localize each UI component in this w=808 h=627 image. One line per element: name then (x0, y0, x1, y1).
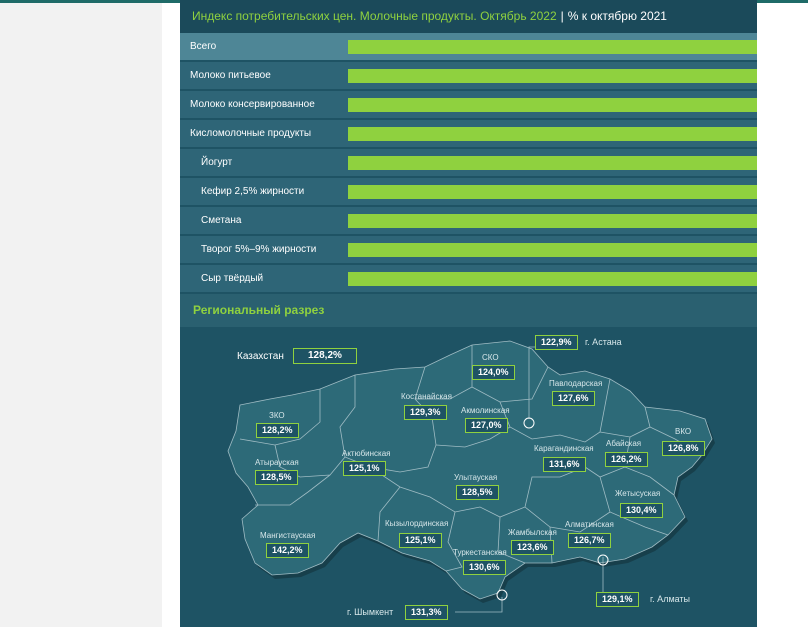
chart-title: Индекс потребительских цен. Молочные про… (180, 0, 757, 33)
region-value: 124,0% (472, 365, 515, 380)
bar (348, 98, 757, 112)
bar-row: Кефир 2,5% жирности119,7% (180, 178, 757, 205)
bar (348, 185, 757, 199)
shymkent-marker (496, 589, 508, 601)
region-name: СКО (482, 353, 499, 362)
region-name: Улытауская (454, 473, 498, 482)
city-name: г. Шымкент (347, 607, 394, 617)
region-value: 126,8% (662, 441, 705, 456)
region-value: 128,2% (256, 423, 299, 438)
category-label: Кисломолочные продукты (190, 128, 312, 139)
region-value: 130,6% (463, 560, 506, 575)
bar-row: Йогурт136,5% (180, 149, 757, 176)
category-label: Молоко консервированное (190, 99, 315, 110)
astana-marker (523, 417, 535, 429)
region-name: Мангистауская (260, 531, 316, 540)
region-value: 131,6% (543, 457, 586, 472)
bar-chart: Всего128,2%Молоко питьевое128,3%Молоко к… (180, 33, 757, 294)
region-name: Жамбылская (508, 528, 557, 537)
category-label: Йогурт (201, 157, 233, 168)
region-name: ВКО (675, 427, 692, 436)
chart-title-unit: % к октябрю 2021 (567, 9, 667, 23)
region-value: 128,5% (456, 485, 499, 500)
bar (348, 156, 757, 170)
region-value: 127,0% (465, 418, 508, 433)
category-label: Всего (190, 41, 217, 52)
region-name: Атырауская (255, 458, 299, 467)
region-value: 125,1% (399, 533, 442, 548)
region-value: 142,2% (266, 543, 309, 558)
region-value: 128,5% (255, 470, 298, 485)
bar-row: Молоко питьевое128,3% (180, 62, 757, 89)
region-name: Алматинская (565, 520, 614, 529)
city-value: 122,9% (535, 335, 578, 350)
bar (348, 40, 757, 54)
chart-title-main: Индекс потребительских цен. Молочные про… (192, 9, 557, 23)
region-value: 130,4% (620, 503, 663, 518)
bar (348, 243, 757, 257)
region-name: Жетысуская (615, 489, 661, 498)
region-value: 125,1% (343, 461, 386, 476)
chart-title-separator: | (560, 9, 564, 23)
category-label: Творог 5%–9% жирности (201, 244, 317, 255)
region-value: 127,6% (552, 391, 595, 406)
bar (348, 272, 757, 286)
region-name: ЗКО (269, 411, 285, 420)
region-name: Абайская (606, 439, 642, 448)
category-label: Сыр твёрдый (201, 273, 264, 284)
kazakhstan-value: 128,2% (293, 348, 357, 364)
region-value: 126,7% (568, 533, 611, 548)
region-name: Акмолинская (461, 406, 510, 415)
city-name: г. Астана (585, 337, 622, 347)
bar-row: Всего128,2% (180, 33, 757, 60)
category-label: Молоко питьевое (190, 70, 271, 81)
city-value: 129,1% (596, 592, 639, 607)
regional-section-header: Региональный разрез (180, 294, 757, 327)
bar-row: Творог 5%–9% жирности114,8% (180, 236, 757, 263)
region-borders (239, 345, 703, 572)
city-name: г. Алматы (650, 594, 691, 604)
region-name: Туркестанская (453, 548, 507, 557)
almaty-marker (597, 554, 609, 566)
bar-row: Сыр твёрдый131,4% (180, 265, 757, 292)
bar-row: Молоко консервированное139,2% (180, 91, 757, 118)
city-value: 131,3% (405, 605, 448, 620)
category-label: Сметана (201, 215, 242, 226)
region-value: 123,6% (511, 540, 554, 555)
region-name: Карагандинская (534, 444, 594, 453)
kazakhstan-label: Казахстан (237, 351, 284, 362)
city-markers (496, 417, 609, 601)
regional-map: Казахстан 128,2% ЗКО 128,2% Атырауская 1… (180, 327, 757, 627)
region-name: Костанайская (401, 392, 452, 401)
infographic-card: Индекс потребительских цен. Молочные про… (180, 0, 757, 627)
bar-row: Кисломолочные продукты129,2% (180, 120, 757, 147)
region-name: Актюбинская (342, 449, 391, 458)
region-name: Павлодарская (549, 379, 603, 388)
bar-row: Сметана133,6% (180, 207, 757, 234)
left-side-panel (0, 3, 162, 627)
category-label: Кефир 2,5% жирности (201, 186, 305, 197)
bar (348, 127, 757, 141)
region-name: Кызылординская (385, 519, 449, 528)
regional-section-title: Региональный разрез (193, 303, 325, 317)
region-value: 129,3% (404, 405, 447, 420)
bar (348, 214, 757, 228)
region-value: 126,2% (605, 452, 648, 467)
bar (348, 69, 757, 83)
